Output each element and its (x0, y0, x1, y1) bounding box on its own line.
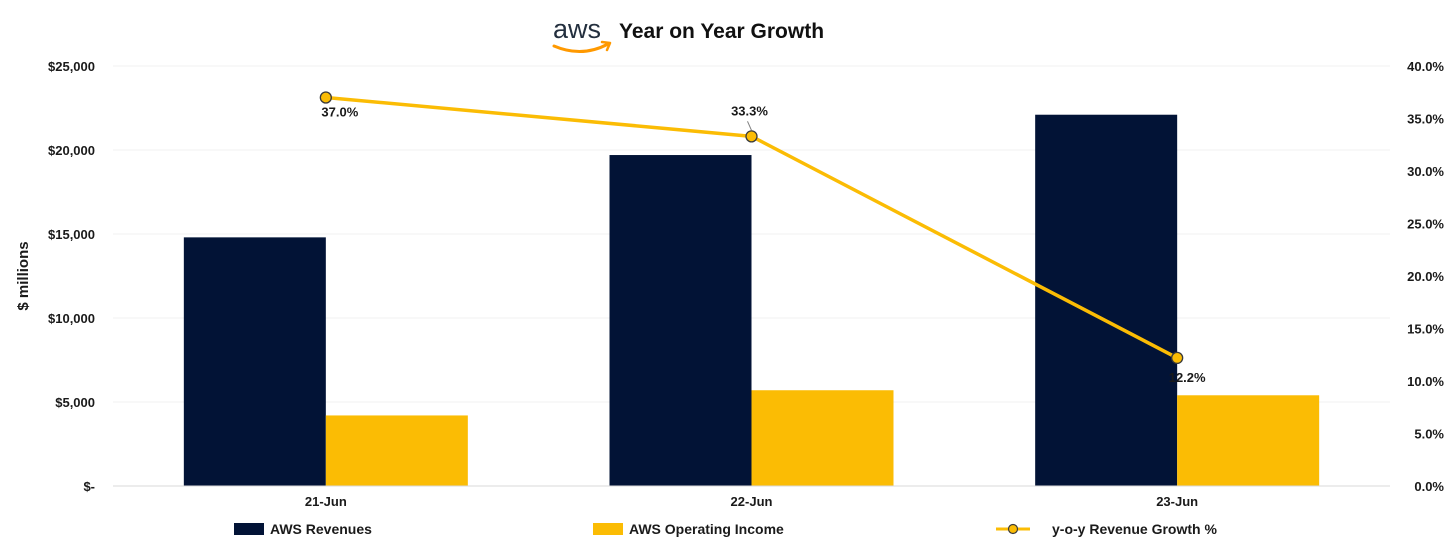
legend-swatch (234, 523, 264, 535)
legend: AWS Revenues AWS Operating Income y-o-y Re… (234, 521, 1217, 537)
left-tick-label: $- (83, 479, 95, 494)
bar-aws-operating-income (751, 390, 894, 486)
growth-marker (745, 130, 758, 143)
category-label: 21-Jun (305, 494, 347, 509)
right-tick-label: 0.0% (1414, 479, 1444, 494)
y-axis-title: $ millions (15, 241, 32, 310)
left-tick-label: $25,000 (48, 59, 95, 74)
chart-header: aws Year on Year Growth (552, 14, 824, 53)
growth-marker (319, 91, 332, 104)
left-tick-label: $5,000 (55, 395, 95, 410)
left-tick-label: $10,000 (48, 311, 95, 326)
category-label: 23-Jun (1156, 494, 1198, 509)
category-labels: 21-Jun 22-Jun 23-Jun (305, 494, 1198, 509)
legend-label: y-o-y Revenue Growth % (1052, 521, 1217, 537)
right-tick-label: 25.0% (1407, 217, 1444, 232)
left-tick-label: $20,000 (48, 143, 95, 158)
bars (183, 114, 1320, 487)
right-tick-label: 20.0% (1407, 269, 1444, 284)
legend-swatch (593, 523, 623, 535)
aws-smile-arrow-icon (600, 40, 612, 52)
legend-marker (1007, 523, 1019, 535)
right-tick-label: 30.0% (1407, 164, 1444, 179)
growth-data-label: 37.0% (321, 105, 358, 120)
aws-logo-text: aws (553, 14, 601, 44)
legend-label: AWS Revenues (270, 521, 372, 537)
category-label: 22-Jun (731, 494, 773, 509)
right-tick-label: 10.0% (1407, 374, 1444, 389)
legend-label: AWS Operating Income (629, 521, 784, 537)
chart-title: Year on Year Growth (619, 20, 824, 43)
right-axis-ticks: 0.0% 5.0% 10.0% 15.0% 20.0% 25.0% 30.0% 35.0% 40… (1407, 59, 1444, 494)
growth-label-leader (747, 121, 752, 131)
growth-data-label: 33.3% (731, 103, 768, 118)
growth-marker (1171, 351, 1184, 365)
aws-smile-icon (552, 42, 610, 53)
left-axis-ticks: $- $5,000 $10,000 $15,000 $20,000 $25,000 (48, 59, 95, 494)
right-tick-label: 35.0% (1407, 112, 1444, 127)
bar-aws-revenues (183, 237, 326, 486)
bar-aws-operating-income (325, 415, 468, 486)
growth-data-label: 12.2% (1169, 370, 1206, 385)
left-tick-label: $15,000 (48, 227, 95, 242)
growth-line: 37.0% 33.3% 12.2% (319, 91, 1206, 385)
right-tick-label: 40.0% (1407, 59, 1444, 74)
bar-aws-operating-income (1177, 395, 1320, 486)
right-tick-label: 5.0% (1414, 427, 1444, 442)
right-tick-label: 15.0% (1407, 322, 1444, 337)
bar-aws-revenues (1035, 114, 1178, 486)
bar-aws-revenues (609, 155, 752, 487)
